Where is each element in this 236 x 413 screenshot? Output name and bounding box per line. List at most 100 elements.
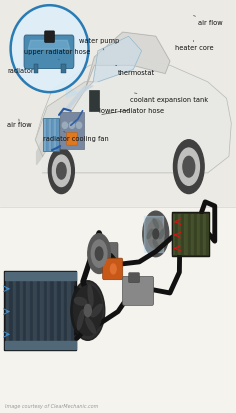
- FancyBboxPatch shape: [67, 133, 77, 146]
- Ellipse shape: [86, 318, 95, 333]
- Polygon shape: [0, 0, 236, 208]
- Circle shape: [52, 156, 70, 187]
- Polygon shape: [37, 275, 39, 347]
- Polygon shape: [144, 217, 163, 252]
- Ellipse shape: [76, 123, 82, 129]
- Polygon shape: [191, 215, 193, 254]
- Text: air flow: air flow: [7, 120, 32, 128]
- Polygon shape: [35, 58, 231, 173]
- FancyBboxPatch shape: [4, 272, 76, 350]
- Polygon shape: [50, 275, 53, 347]
- Polygon shape: [197, 215, 199, 254]
- FancyBboxPatch shape: [122, 277, 154, 306]
- Polygon shape: [30, 275, 32, 347]
- Polygon shape: [5, 273, 76, 280]
- Polygon shape: [42, 87, 93, 153]
- Circle shape: [148, 220, 164, 249]
- Polygon shape: [26, 275, 29, 347]
- FancyBboxPatch shape: [61, 65, 66, 74]
- Polygon shape: [181, 215, 184, 254]
- Polygon shape: [54, 120, 56, 151]
- Polygon shape: [172, 213, 209, 256]
- Polygon shape: [46, 120, 49, 151]
- Circle shape: [57, 163, 66, 180]
- Polygon shape: [43, 275, 46, 347]
- Text: upper radiator hose: upper radiator hose: [24, 49, 90, 61]
- Circle shape: [153, 230, 159, 239]
- Ellipse shape: [69, 123, 75, 129]
- Text: radiator: radiator: [7, 68, 34, 80]
- Polygon shape: [200, 215, 202, 254]
- Polygon shape: [40, 275, 43, 347]
- Circle shape: [183, 157, 195, 178]
- Ellipse shape: [88, 285, 93, 306]
- FancyBboxPatch shape: [103, 259, 123, 280]
- FancyBboxPatch shape: [129, 273, 139, 283]
- Circle shape: [178, 149, 199, 186]
- FancyBboxPatch shape: [89, 90, 99, 112]
- Ellipse shape: [62, 123, 67, 129]
- Text: radiator cooling fan: radiator cooling fan: [43, 132, 108, 142]
- Polygon shape: [65, 84, 90, 99]
- Polygon shape: [194, 215, 196, 254]
- Polygon shape: [206, 215, 208, 254]
- Polygon shape: [49, 120, 51, 151]
- Polygon shape: [20, 275, 22, 347]
- Ellipse shape: [91, 304, 102, 317]
- Circle shape: [48, 149, 74, 194]
- Circle shape: [110, 264, 116, 274]
- Polygon shape: [37, 140, 42, 165]
- Polygon shape: [178, 215, 181, 254]
- Text: heater core: heater core: [175, 41, 213, 51]
- Circle shape: [173, 140, 204, 194]
- Polygon shape: [54, 275, 56, 347]
- Circle shape: [91, 240, 107, 268]
- Circle shape: [88, 234, 110, 274]
- Circle shape: [84, 305, 91, 317]
- Polygon shape: [44, 120, 46, 151]
- Polygon shape: [0, 208, 236, 413]
- FancyBboxPatch shape: [34, 65, 38, 74]
- Polygon shape: [57, 275, 60, 347]
- Polygon shape: [175, 215, 177, 254]
- Polygon shape: [9, 275, 12, 347]
- Polygon shape: [35, 83, 93, 157]
- Polygon shape: [93, 37, 142, 83]
- Text: water pump: water pump: [79, 38, 119, 51]
- FancyBboxPatch shape: [60, 113, 84, 150]
- Polygon shape: [5, 342, 76, 349]
- Ellipse shape: [11, 6, 89, 93]
- Circle shape: [95, 247, 103, 261]
- Text: coolant expansion tank: coolant expansion tank: [130, 94, 208, 103]
- FancyBboxPatch shape: [24, 36, 74, 69]
- Text: thermostat: thermostat: [116, 66, 155, 76]
- Polygon shape: [67, 275, 70, 347]
- Ellipse shape: [147, 230, 152, 239]
- FancyBboxPatch shape: [103, 243, 118, 265]
- Ellipse shape: [153, 240, 158, 249]
- Circle shape: [71, 281, 105, 340]
- Polygon shape: [16, 275, 19, 347]
- Text: lower radiator hose: lower radiator hose: [99, 107, 164, 115]
- Polygon shape: [33, 275, 36, 347]
- Polygon shape: [51, 120, 54, 151]
- Polygon shape: [23, 275, 25, 347]
- Polygon shape: [28, 41, 70, 50]
- Polygon shape: [61, 275, 63, 347]
- Text: Image courtesy of ClearMechanic.com: Image courtesy of ClearMechanic.com: [5, 403, 98, 408]
- Ellipse shape: [77, 310, 84, 330]
- Polygon shape: [188, 215, 190, 254]
- Circle shape: [74, 286, 102, 335]
- Polygon shape: [64, 275, 67, 347]
- Polygon shape: [185, 215, 187, 254]
- FancyBboxPatch shape: [45, 32, 55, 43]
- Ellipse shape: [159, 230, 164, 239]
- Text: air flow: air flow: [194, 17, 223, 26]
- Polygon shape: [6, 275, 8, 347]
- Polygon shape: [203, 215, 205, 254]
- Ellipse shape: [153, 219, 158, 229]
- Polygon shape: [47, 275, 50, 347]
- Polygon shape: [71, 275, 73, 347]
- Polygon shape: [13, 275, 15, 347]
- Polygon shape: [172, 215, 174, 254]
